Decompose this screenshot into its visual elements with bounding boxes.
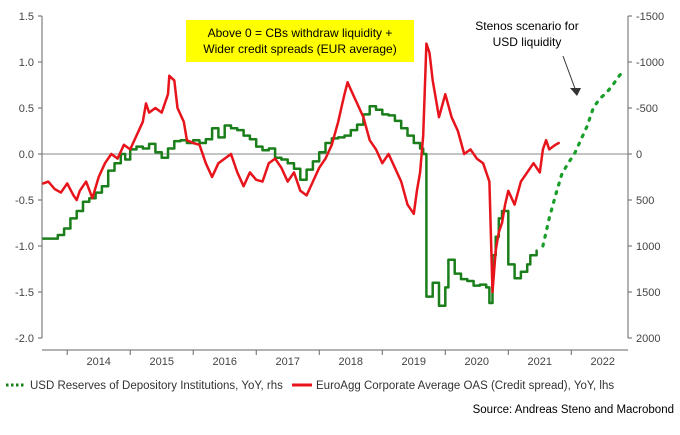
x-tick-label: 2020 bbox=[465, 356, 489, 368]
annotation-box-line-2: Wider credit spreads (EUR average) bbox=[203, 42, 396, 56]
left-tick-label: -1.5 bbox=[15, 287, 34, 299]
left-tick-label: -2.0 bbox=[15, 333, 34, 345]
x-tick-label: 2021 bbox=[528, 356, 552, 368]
right-tick-label: 500 bbox=[636, 195, 654, 207]
x-tick-label: 2017 bbox=[275, 356, 299, 368]
scenario-label-line-1: Stenos scenario for bbox=[475, 19, 578, 33]
left-tick-label: -0.5 bbox=[15, 195, 34, 207]
annotation-scenario: Stenos scenario for USD liquidity bbox=[475, 19, 581, 96]
x-tick-label: 2022 bbox=[591, 356, 615, 368]
right-tick-label: 0 bbox=[636, 149, 642, 161]
x-tick-label: 2014 bbox=[86, 356, 110, 368]
right-tick-label: 1500 bbox=[636, 287, 660, 299]
right-tick-label: 2000 bbox=[636, 333, 660, 345]
right-tick-label: -1000 bbox=[636, 57, 664, 69]
x-tick-label: 2018 bbox=[339, 356, 363, 368]
annotation-box-background bbox=[186, 20, 414, 62]
scenario-arrowhead bbox=[570, 88, 581, 96]
left-tick-label: -1.0 bbox=[15, 241, 34, 253]
series-layer bbox=[42, 42, 627, 308]
series-line-euroagg-oas bbox=[42, 42, 560, 294]
axes-layer: 1.5 1.0 0.5 0.0 -0.5 -1.0 -1.5 -2.0 -1500 -1000 -5… bbox=[15, 11, 664, 368]
series-line-stenos-scenario bbox=[541, 67, 627, 248]
annotation-box-line-1: Above 0 = CBs withdraw liquidity + bbox=[208, 26, 393, 40]
left-tick-label: 0.5 bbox=[19, 103, 34, 115]
left-tick-label: 1.0 bbox=[19, 57, 34, 69]
left-tick-label: 1.5 bbox=[19, 11, 34, 23]
annotation-box: Above 0 = CBs withdraw liquidity + Wider… bbox=[186, 20, 414, 62]
left-tick-label: 0.0 bbox=[19, 149, 34, 161]
series-line-usd-reserves bbox=[42, 104, 538, 308]
right-tick-label: -500 bbox=[636, 103, 658, 115]
source-note: Source: Andreas Steno and Macrobond bbox=[473, 404, 674, 416]
legend-label-reserves: USD Reserves of Depository Institutions,… bbox=[30, 380, 283, 392]
right-tick-label: -1500 bbox=[636, 11, 664, 23]
x-tick-label: 2016 bbox=[212, 356, 236, 368]
legend-label-oas: EuroAgg Corporate Average OAS (Credit sp… bbox=[316, 380, 614, 392]
x-tick-label: 2015 bbox=[149, 356, 173, 368]
x-tick-label: 2019 bbox=[402, 356, 426, 368]
legend: USD Reserves of Depository Institutions,… bbox=[6, 380, 614, 392]
right-tick-label: 1000 bbox=[636, 241, 660, 253]
scenario-label-line-2: USD liquidity bbox=[493, 35, 562, 49]
scenario-arrow bbox=[562, 55, 578, 95]
